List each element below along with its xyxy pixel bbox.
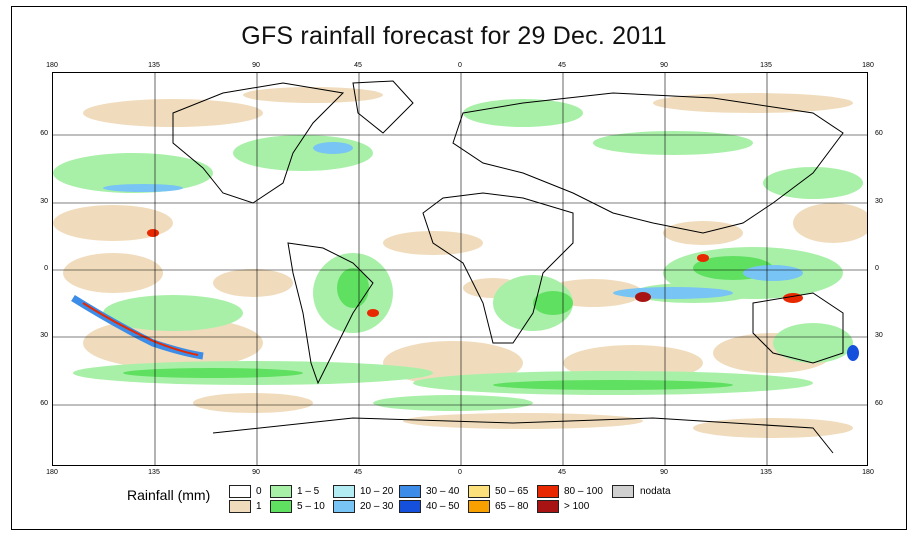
greenland-outline xyxy=(352,80,414,134)
lat-tick-left: 30 xyxy=(40,332,48,339)
lon-tick-top: 180 xyxy=(862,62,874,69)
legend-label-11: > 100 xyxy=(564,501,590,512)
lat-tick-right: 30 xyxy=(875,332,883,339)
lon-tick-bottom: 135 xyxy=(148,469,160,476)
legend-swatch-6 xyxy=(399,485,421,498)
rainfall-map xyxy=(52,72,868,466)
lat-tick-right: 30 xyxy=(875,198,883,205)
lon-tick-bottom: 45 xyxy=(354,469,362,476)
eurasia-outline xyxy=(452,92,844,234)
lat-tick-left: 30 xyxy=(40,198,48,205)
lon-tick-top: 45 xyxy=(558,62,566,69)
legend-label-3: 5 – 10 xyxy=(297,501,325,512)
legend-swatch-5 xyxy=(333,500,355,513)
legend-label-6: 30 – 40 xyxy=(426,486,460,497)
lon-tick-bottom: 45 xyxy=(558,469,566,476)
legend-swatch-2 xyxy=(270,485,292,498)
lat-tick-right: 60 xyxy=(875,130,883,137)
lat-tick-right: 60 xyxy=(875,400,883,407)
lon-tick-bottom: 0 xyxy=(458,469,462,476)
lon-tick-bottom: 90 xyxy=(660,469,668,476)
lon-tick-bottom: 90 xyxy=(252,469,260,476)
lat-tick-left: 60 xyxy=(40,130,48,137)
lon-tick-top: 90 xyxy=(252,62,260,69)
lon-tick-top: 90 xyxy=(660,62,668,69)
map-title: GFS rainfall forecast for 29 Dec. 2011 xyxy=(241,22,667,50)
legend-swatch-4 xyxy=(333,485,355,498)
graticule xyxy=(53,73,867,465)
legend-swatch-12 xyxy=(612,485,634,498)
lon-tick-top: 180 xyxy=(46,62,58,69)
coastlines xyxy=(172,80,844,454)
antarctica-outline xyxy=(212,417,834,454)
heavy-rain-bands xyxy=(71,229,859,361)
legend-label-10: 80 – 100 xyxy=(564,486,603,497)
legend-title: Rainfall (mm) xyxy=(127,487,211,503)
legend-label-5: 20 – 30 xyxy=(360,501,394,512)
legend-swatch-0 xyxy=(229,485,251,498)
legend-swatch-8 xyxy=(468,485,490,498)
legend-swatch-11 xyxy=(537,500,559,513)
lon-tick-top: 45 xyxy=(354,62,362,69)
legend-label-12: nodata xyxy=(640,486,671,497)
legend-label-7: 40 – 50 xyxy=(426,501,460,512)
legend-swatch-1 xyxy=(229,500,251,513)
australia-outline xyxy=(752,292,844,364)
south-america-outline xyxy=(287,242,374,385)
legend-swatch-7 xyxy=(399,500,421,513)
map-canvas xyxy=(53,73,867,465)
africa-outline xyxy=(422,192,574,344)
lon-tick-bottom: 180 xyxy=(46,469,58,476)
legend-label-4: 10 – 20 xyxy=(360,486,394,497)
lat-tick-left: 60 xyxy=(40,400,48,407)
legend-label-0: 0 xyxy=(256,486,262,497)
legend-swatch-9 xyxy=(468,500,490,513)
legend-label-8: 50 – 65 xyxy=(495,486,529,497)
lat-tick-right: 0 xyxy=(875,265,879,272)
lon-tick-bottom: 180 xyxy=(862,469,874,476)
legend-label-2: 1 – 5 xyxy=(297,486,320,497)
lat-tick-left: 0 xyxy=(44,265,48,272)
north-america-outline xyxy=(172,82,345,204)
legend-label-9: 65 – 80 xyxy=(495,501,529,512)
lon-tick-bottom: 135 xyxy=(760,469,772,476)
lon-tick-top: 135 xyxy=(148,62,160,69)
legend-swatch-3 xyxy=(270,500,292,513)
legend-swatch-10 xyxy=(537,485,559,498)
legend-label-1: 1 xyxy=(256,501,262,512)
lon-tick-top: 0 xyxy=(458,62,462,69)
rain-bands-10-30 xyxy=(103,142,803,299)
figure-frame xyxy=(11,6,907,530)
lon-tick-top: 135 xyxy=(760,62,772,69)
